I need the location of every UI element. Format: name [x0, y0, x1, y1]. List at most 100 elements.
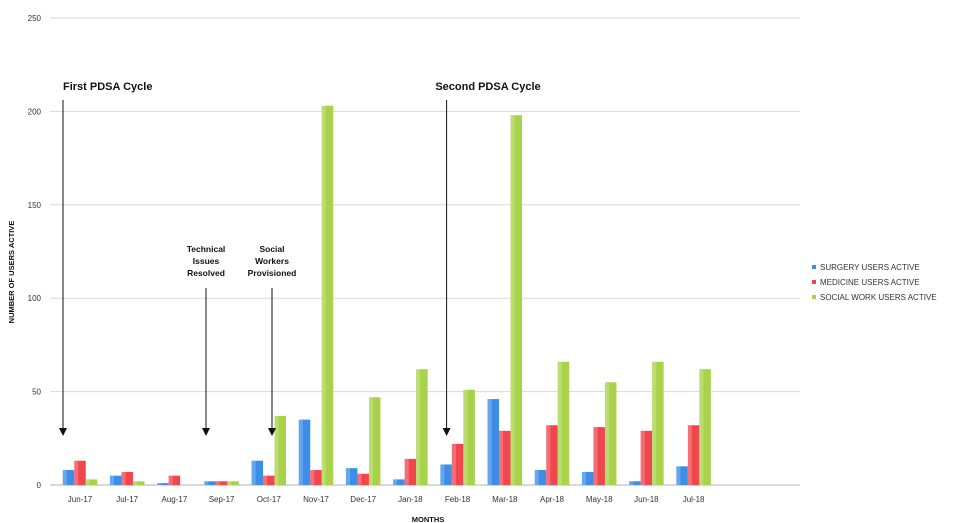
bar-highlight — [440, 464, 445, 485]
bar — [345, 468, 358, 485]
bar-highlight — [499, 430, 504, 485]
bar-highlight — [404, 458, 409, 485]
bar — [132, 481, 145, 485]
y-tick-label: 100 — [28, 294, 42, 303]
legend-label: SURGERY USERS ACTIVE — [820, 263, 920, 272]
x-tick-label: Apr-18 — [540, 495, 565, 504]
bar — [687, 425, 700, 485]
bar-highlight — [393, 479, 398, 485]
bar — [168, 475, 181, 485]
bar-highlight — [676, 466, 681, 485]
bar-highlight — [227, 481, 232, 485]
x-tick-label: Jul-18 — [683, 495, 705, 504]
bar-highlight — [652, 361, 657, 485]
bar — [62, 470, 75, 485]
axis-ticks: 0 50 100 150 200 250 Jun-17 Jul-17 Aug-17 Sep-17 O… — [28, 14, 705, 504]
bar-highlight — [534, 470, 539, 485]
bar — [593, 427, 605, 485]
legend-swatch — [812, 295, 816, 299]
bar — [368, 397, 381, 485]
bar — [557, 361, 570, 485]
bar-highlight — [416, 369, 421, 485]
bar — [310, 470, 322, 485]
bars — [62, 105, 711, 486]
bar — [463, 389, 475, 485]
grid-lines — [50, 17, 800, 486]
bar — [652, 361, 664, 485]
bar-highlight — [157, 483, 162, 485]
bar-highlight — [357, 473, 362, 485]
bar — [676, 466, 688, 485]
bar-highlight — [487, 399, 492, 485]
bar — [440, 464, 452, 485]
bar-highlight — [699, 369, 704, 485]
bar — [321, 105, 334, 486]
y-tick-label: 250 — [28, 14, 42, 23]
x-tick-label: Nov-17 — [303, 495, 329, 504]
bar — [393, 479, 405, 485]
bar — [274, 415, 287, 485]
bar-highlight — [251, 460, 256, 485]
x-tick-label: Jan-18 — [398, 495, 423, 504]
x-tick-label: Mar-18 — [492, 495, 518, 504]
legend: SURGERY USERS ACTIVE MEDICINE USERS ACTIV… — [812, 263, 937, 302]
bar — [263, 475, 275, 485]
event-annotation: Social Workers Provisioned — [248, 244, 297, 278]
cycle-annotation: Second PDSA Cycle — [435, 81, 540, 93]
bar-highlight — [451, 443, 456, 485]
cycle-annotation: First PDSA Cycle — [63, 81, 152, 93]
bar — [157, 483, 169, 485]
y-tick-label: 50 — [32, 388, 41, 397]
bar — [546, 425, 558, 485]
x-tick-label: Sep-17 — [209, 495, 235, 504]
legend-label: MEDICINE USERS ACTIVE — [820, 278, 920, 287]
x-tick-label: Oct-17 — [257, 495, 282, 504]
bar-highlight — [640, 430, 645, 485]
bar-highlight — [263, 475, 268, 485]
bar-highlight — [85, 479, 90, 485]
bar-highlight — [368, 397, 373, 485]
bar — [499, 430, 511, 485]
bar — [204, 481, 216, 485]
x-tick-label: Aug-17 — [162, 495, 188, 504]
x-tick-label: Feb-18 — [445, 495, 471, 504]
bar — [416, 369, 428, 485]
legend-swatch — [812, 280, 816, 284]
legend-swatch — [812, 265, 816, 269]
bar-highlight — [274, 415, 279, 485]
bar-highlight — [121, 471, 126, 485]
bar — [109, 475, 122, 485]
bar — [85, 479, 98, 485]
x-tick-label: Dec-17 — [350, 495, 376, 504]
bar — [581, 471, 594, 485]
bar — [534, 470, 547, 485]
bar — [227, 481, 239, 485]
bar-highlight — [345, 468, 350, 485]
bar — [604, 382, 617, 485]
bar-highlight — [310, 470, 315, 485]
bar — [640, 430, 653, 485]
x-tick-label: May-18 — [586, 495, 613, 504]
bar — [251, 460, 264, 485]
bar — [629, 481, 641, 485]
bar-highlight — [557, 361, 562, 485]
bar — [298, 419, 311, 485]
x-tick-label: Jun-17 — [68, 495, 93, 504]
y-tick-label: 0 — [37, 481, 42, 490]
y-tick-label: 200 — [28, 107, 42, 116]
bar — [487, 399, 500, 485]
bar-highlight — [132, 481, 137, 485]
bar-highlight — [546, 425, 551, 485]
bar — [404, 458, 417, 485]
bar-highlight — [168, 475, 173, 485]
bar-highlight — [687, 425, 692, 485]
bar — [451, 443, 464, 485]
bar-highlight — [62, 470, 67, 485]
bar — [699, 369, 711, 485]
bar-highlight — [298, 419, 303, 485]
y-tick-label: 150 — [28, 201, 42, 210]
event-annotation: Technical Issues Resolved — [187, 244, 226, 278]
bar — [121, 471, 133, 485]
bar-highlight — [204, 481, 209, 485]
